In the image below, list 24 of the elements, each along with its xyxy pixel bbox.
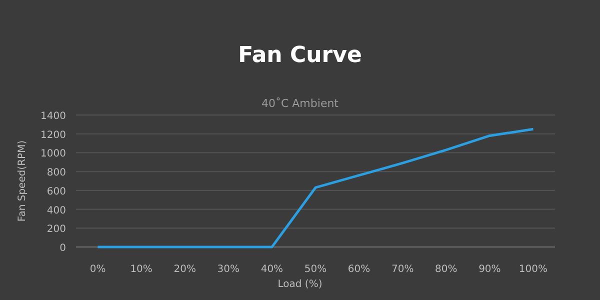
x-tick-label: 0% bbox=[90, 264, 106, 275]
y-tick-label: 400 bbox=[46, 205, 66, 216]
y-tick-label: 200 bbox=[46, 224, 66, 236]
x-tick-label: 10% bbox=[130, 264, 152, 275]
x-tick-label: 30% bbox=[217, 264, 240, 275]
x-tick-label: 40% bbox=[260, 264, 284, 275]
chart-subtitle: 40˚C Ambient bbox=[261, 97, 340, 110]
y-tick-label: 800 bbox=[46, 168, 66, 179]
x-tick-label: 70% bbox=[391, 264, 414, 275]
y-tick-label: 600 bbox=[46, 186, 66, 198]
x-tick-label: 60% bbox=[348, 264, 370, 275]
y-axis-title: Fan Speed(RPM) bbox=[17, 140, 28, 222]
y-tick-label: 1400 bbox=[40, 111, 66, 122]
y-tick-label: 1000 bbox=[40, 148, 66, 160]
y-tick-label: 1200 bbox=[40, 130, 66, 141]
x-tick-label: 80% bbox=[435, 264, 458, 275]
x-tick-label: 20% bbox=[174, 264, 196, 275]
x-tick-label: 50% bbox=[304, 264, 327, 275]
line-series bbox=[96, 128, 534, 248]
x-tick-label: 100% bbox=[518, 264, 548, 275]
y-tick-label: 0 bbox=[60, 243, 66, 254]
x-axis-title: Load (%) bbox=[278, 279, 322, 290]
x-tick-label: 90% bbox=[478, 264, 501, 275]
chart-title: Fan Curve bbox=[238, 43, 362, 68]
